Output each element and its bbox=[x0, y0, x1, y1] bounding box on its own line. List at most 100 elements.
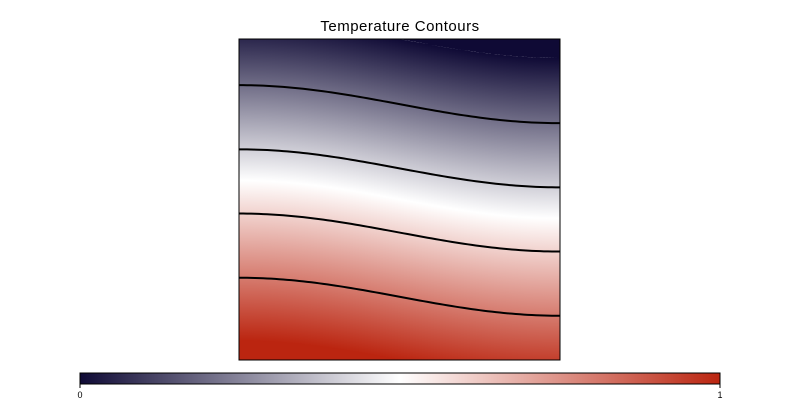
heat-strip-bottom bbox=[350, 350, 354, 360]
heat-strip-top bbox=[347, 0, 351, 30]
heat-strip-top bbox=[365, 0, 369, 33]
heat-strip-bottom bbox=[263, 341, 267, 360]
heat-strip bbox=[377, 39, 381, 357]
heat-strip bbox=[431, 45, 435, 360]
heat-strip-top bbox=[530, 39, 534, 58]
heat-strip bbox=[284, 39, 288, 343]
heat-strip-top bbox=[254, 0, 258, 20]
heat-strip-bottom bbox=[275, 341, 279, 360]
heat-strip-top bbox=[482, 39, 486, 53]
heat-strip-top bbox=[278, 0, 282, 21]
heat-strip-top bbox=[293, 0, 297, 23]
heat-strip-top bbox=[305, 0, 309, 24]
heat-strip-top bbox=[419, 39, 423, 43]
heat-strip bbox=[410, 41, 414, 360]
contour-line-0.8 bbox=[238, 276, 561, 317]
heat-strip bbox=[332, 39, 336, 349]
heat-strip-top bbox=[476, 39, 480, 53]
heat-strip-bottom bbox=[386, 357, 390, 360]
heat-strip-bottom bbox=[314, 345, 318, 360]
heat-strip-top bbox=[503, 39, 507, 56]
heat-strip-top bbox=[554, 39, 558, 58]
heat-strip-bottom bbox=[320, 346, 324, 360]
heat-strip bbox=[449, 48, 453, 360]
heat-strip-top bbox=[377, 0, 381, 35]
heat-strip-top bbox=[374, 0, 378, 35]
heat-strip-top bbox=[404, 39, 408, 41]
heat-strip bbox=[467, 50, 471, 360]
heat-strip-bottom bbox=[344, 349, 348, 360]
heat-strip bbox=[305, 39, 309, 345]
heat-strip bbox=[512, 56, 516, 360]
heat-strip-top bbox=[260, 0, 264, 20]
heat-strip-top bbox=[401, 39, 405, 40]
heat-strip bbox=[302, 39, 306, 345]
contour-line-0.4 bbox=[238, 148, 561, 189]
heat-strip-top bbox=[548, 39, 552, 58]
heat-strip-top bbox=[245, 0, 249, 20]
heat-strip-bottom bbox=[305, 344, 309, 360]
heat-strip bbox=[398, 39, 402, 360]
heat-strip-top bbox=[521, 39, 525, 57]
heat-strip-bottom bbox=[302, 344, 306, 360]
heat-strip bbox=[533, 57, 537, 360]
heat-strip bbox=[428, 44, 432, 360]
heat-strip-top bbox=[467, 39, 471, 51]
heat-strip-top bbox=[311, 0, 315, 25]
heat-strip-top bbox=[494, 39, 498, 55]
heat-strip bbox=[389, 39, 393, 359]
heat-strip-top bbox=[272, 0, 276, 21]
heat-strip bbox=[395, 39, 399, 360]
heat-strip-top bbox=[545, 39, 549, 58]
heat-strip bbox=[365, 39, 369, 354]
heat-strip bbox=[245, 39, 249, 342]
heat-strip-top bbox=[422, 39, 426, 44]
heat-strip bbox=[239, 39, 243, 341]
colorbar-tick-label-min: 0 bbox=[77, 390, 83, 400]
heat-strip-bottom bbox=[251, 340, 255, 360]
heat-strip bbox=[494, 54, 498, 360]
heat-strip-top bbox=[497, 39, 501, 55]
heat-strip-bottom bbox=[368, 354, 372, 360]
heat-strip-top bbox=[335, 0, 339, 28]
heat-strip-top bbox=[473, 39, 477, 52]
heat-strip-top bbox=[287, 0, 291, 22]
heat-strip-top bbox=[269, 0, 273, 21]
heat-strip bbox=[443, 47, 447, 360]
heat-strip-bottom bbox=[248, 340, 252, 360]
heat-strip bbox=[314, 39, 318, 347]
heat-strip-bottom bbox=[260, 340, 264, 360]
heat-strip bbox=[254, 39, 258, 342]
heat-strip-top bbox=[353, 0, 357, 31]
heat-strip-top bbox=[425, 39, 429, 44]
heat-strip bbox=[542, 57, 546, 360]
heat-strip-top bbox=[551, 39, 555, 58]
heat-strip-bottom bbox=[356, 351, 360, 360]
heat-strip bbox=[356, 39, 360, 353]
heat-strip bbox=[470, 51, 474, 360]
heat-strip-bottom bbox=[296, 343, 300, 360]
heat-strip bbox=[242, 39, 246, 342]
heat-strip-top bbox=[437, 39, 441, 47]
heat-strip-top bbox=[458, 39, 462, 50]
heat-strip-bottom bbox=[389, 357, 393, 360]
heat-strip-bottom bbox=[269, 341, 273, 360]
heat-strip bbox=[287, 39, 291, 344]
heat-strip bbox=[278, 39, 282, 343]
heat-strip-top bbox=[257, 0, 261, 20]
heat-strip-top bbox=[449, 39, 453, 49]
heat-strip-top bbox=[428, 39, 432, 45]
heat-strip-top bbox=[434, 39, 438, 46]
heat-strip bbox=[374, 39, 378, 356]
heat-strip-top bbox=[290, 0, 294, 22]
heat-strip-top bbox=[356, 0, 360, 31]
heat-strip bbox=[419, 42, 423, 360]
heat-strip-top bbox=[386, 0, 390, 37]
contour-line-0.6 bbox=[238, 212, 561, 253]
heat-strip bbox=[485, 53, 489, 360]
heat-strip-bottom bbox=[359, 352, 363, 360]
heat-strip bbox=[458, 49, 462, 360]
heat-strip bbox=[293, 39, 297, 344]
heat-strip bbox=[530, 57, 534, 360]
heat-strip-top bbox=[536, 39, 540, 58]
